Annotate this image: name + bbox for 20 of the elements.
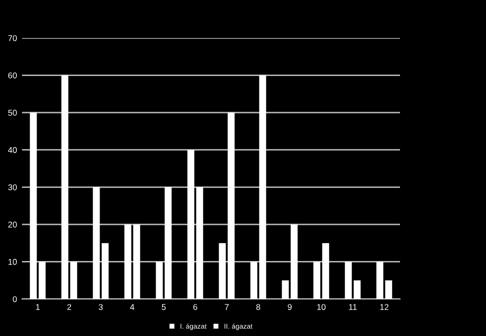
x-tick-label: 6 bbox=[193, 304, 198, 310]
x-tick-label: 12 bbox=[380, 304, 388, 310]
y-tick-label: 40 bbox=[8, 147, 17, 153]
y-tick-label: 10 bbox=[8, 258, 17, 265]
y-tick-label: 0 bbox=[12, 296, 17, 302]
x-tick-label: 4 bbox=[130, 304, 134, 310]
x-tick-label: 2 bbox=[67, 304, 72, 310]
y-tick-label: 70 bbox=[8, 35, 17, 42]
y-tick-label: 60 bbox=[8, 72, 17, 78]
x-tick-label: 7 bbox=[224, 304, 229, 310]
y-tick-label: 20 bbox=[8, 222, 17, 228]
x-tick-label: 8 bbox=[256, 304, 260, 310]
y-tick-label: 30 bbox=[8, 184, 17, 190]
x-tick-label: 10 bbox=[317, 304, 326, 310]
x-tick-label: 11 bbox=[349, 304, 357, 310]
y-tick-label: 50 bbox=[8, 110, 17, 116]
x-tick-label: 3 bbox=[98, 304, 103, 310]
x-tick-label: 1 bbox=[36, 304, 40, 310]
x-tick-label: 9 bbox=[288, 304, 292, 310]
x-tick-label: 5 bbox=[162, 304, 166, 310]
